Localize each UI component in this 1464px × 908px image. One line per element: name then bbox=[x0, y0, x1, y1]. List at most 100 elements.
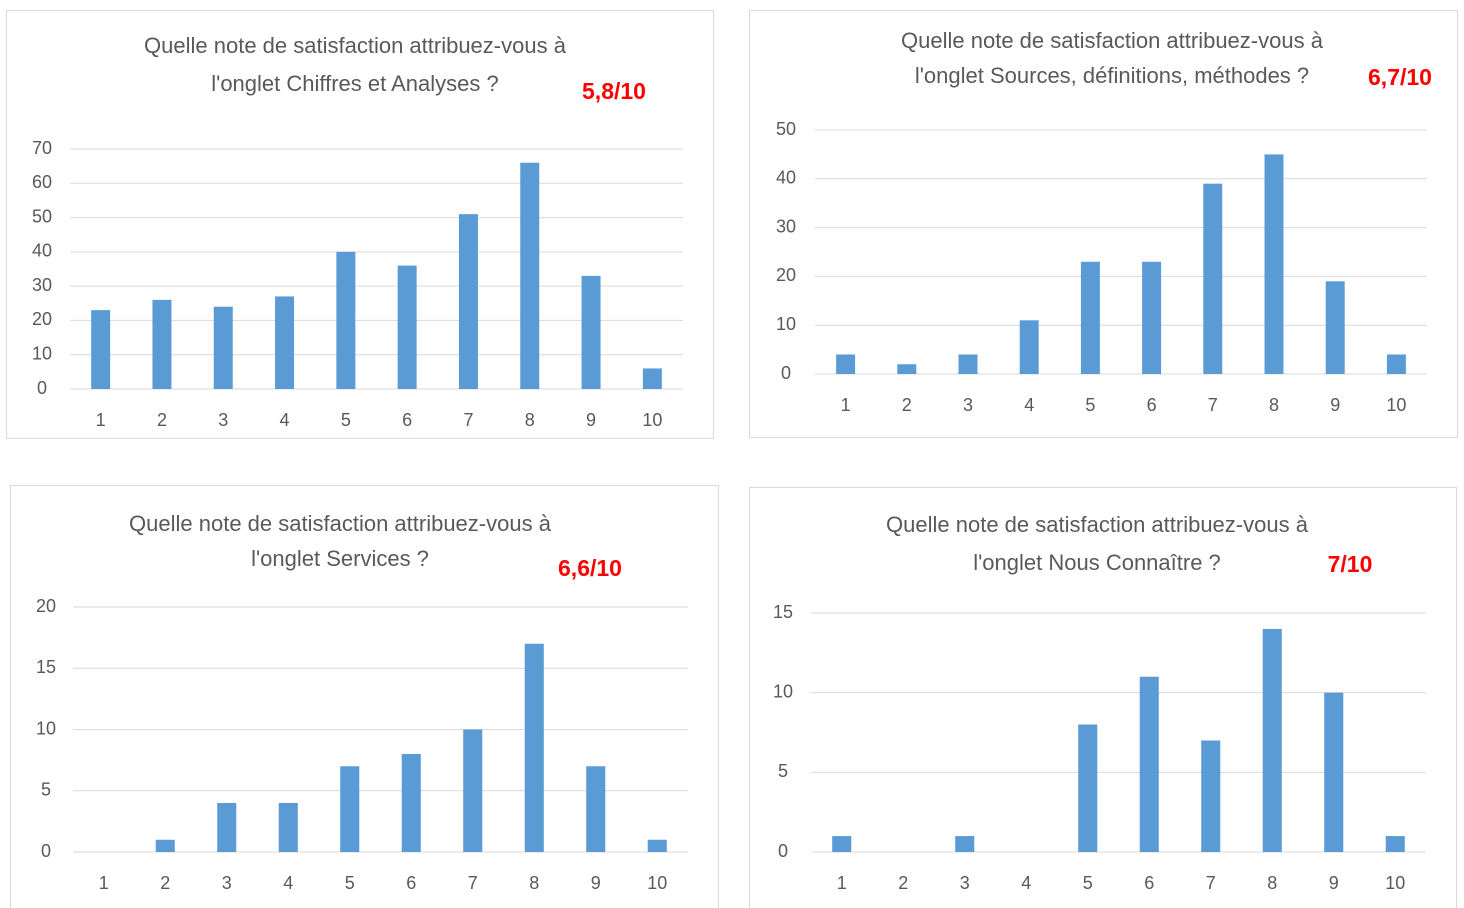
chart-title: Quelle note de satisfaction attribuez-vo… bbox=[144, 33, 567, 58]
bar bbox=[1264, 154, 1284, 374]
bar bbox=[91, 310, 111, 389]
x-tick-label: 4 bbox=[283, 873, 293, 893]
x-tick-label: 10 bbox=[1386, 395, 1406, 415]
x-tick-label: 4 bbox=[280, 410, 290, 430]
x-tick-label: 2 bbox=[160, 873, 170, 893]
bar bbox=[1019, 320, 1039, 374]
y-tick-label: 20 bbox=[32, 309, 52, 329]
bar bbox=[958, 354, 978, 374]
y-tick-label: 0 bbox=[37, 378, 47, 398]
bar bbox=[1142, 261, 1162, 374]
bar bbox=[586, 766, 606, 852]
bar bbox=[581, 275, 601, 389]
bar bbox=[1080, 261, 1100, 374]
bar bbox=[213, 306, 233, 389]
x-tick-label: 10 bbox=[1385, 873, 1405, 893]
x-tick-label: 2 bbox=[902, 395, 912, 415]
y-tick-label: 60 bbox=[32, 172, 52, 192]
x-tick-label: 8 bbox=[525, 410, 535, 430]
x-tick-label: 6 bbox=[402, 410, 412, 430]
x-tick-label: 8 bbox=[529, 873, 539, 893]
x-tick-label: 7 bbox=[468, 873, 478, 893]
bar bbox=[1385, 836, 1405, 852]
score-annotation: 5,8/10 bbox=[582, 78, 646, 104]
x-tick-label: 1 bbox=[96, 410, 106, 430]
y-tick-label: 10 bbox=[773, 681, 793, 701]
y-tick-label: 50 bbox=[776, 119, 796, 139]
bar bbox=[1262, 628, 1282, 852]
bar bbox=[336, 251, 356, 389]
y-tick-label: 0 bbox=[41, 841, 51, 861]
x-tick-label: 1 bbox=[99, 873, 109, 893]
chart-title: l'onglet Chiffres et Analyses ? bbox=[211, 71, 499, 96]
chart-title: l'onglet Nous Connaître ? bbox=[973, 550, 1221, 575]
x-tick-label: 2 bbox=[157, 410, 167, 430]
x-tick-label: 3 bbox=[218, 410, 228, 430]
x-tick-label: 5 bbox=[341, 410, 351, 430]
x-tick-label: 9 bbox=[1330, 395, 1340, 415]
x-tick-label: 2 bbox=[898, 873, 908, 893]
y-tick-label: 0 bbox=[781, 363, 791, 383]
chart-title: l'onglet Services ? bbox=[251, 546, 429, 571]
y-tick-label: 0 bbox=[778, 841, 788, 861]
bar bbox=[1203, 183, 1223, 374]
bar bbox=[463, 729, 483, 852]
bar bbox=[340, 766, 360, 852]
bar bbox=[1139, 676, 1159, 852]
x-tick-label: 9 bbox=[1329, 873, 1339, 893]
bar bbox=[955, 836, 975, 852]
chart-title: Quelle note de satisfaction attribuez-vo… bbox=[901, 28, 1324, 53]
x-tick-label: 5 bbox=[345, 873, 355, 893]
bar bbox=[401, 754, 421, 852]
x-tick-label: 3 bbox=[960, 873, 970, 893]
bar bbox=[397, 265, 417, 389]
x-tick-label: 6 bbox=[1147, 395, 1157, 415]
y-tick-label: 5 bbox=[41, 780, 51, 800]
bar bbox=[897, 364, 917, 374]
x-tick-label: 6 bbox=[1144, 873, 1154, 893]
y-tick-label: 40 bbox=[776, 168, 796, 188]
y-tick-label: 50 bbox=[32, 206, 52, 226]
bar bbox=[642, 368, 662, 389]
x-tick-label: 5 bbox=[1083, 873, 1093, 893]
bar bbox=[155, 839, 175, 852]
bar bbox=[278, 803, 298, 852]
x-tick-label: 8 bbox=[1269, 395, 1279, 415]
bar bbox=[524, 643, 544, 852]
x-tick-label: 3 bbox=[222, 873, 232, 893]
x-tick-label: 9 bbox=[591, 873, 601, 893]
bar bbox=[1325, 281, 1345, 374]
score-annotation: 6,6/10 bbox=[558, 555, 622, 581]
bar bbox=[1386, 354, 1406, 374]
x-tick-label: 3 bbox=[963, 395, 973, 415]
x-tick-label: 7 bbox=[463, 410, 473, 430]
x-tick-label: 6 bbox=[406, 873, 416, 893]
y-tick-label: 10 bbox=[36, 718, 56, 738]
bar bbox=[1078, 724, 1098, 852]
y-tick-label: 30 bbox=[776, 216, 796, 236]
x-tick-label: 8 bbox=[1267, 873, 1277, 893]
bar bbox=[520, 162, 540, 389]
x-tick-label: 7 bbox=[1208, 395, 1218, 415]
x-tick-label: 1 bbox=[837, 873, 847, 893]
chart-title: Quelle note de satisfaction attribuez-vo… bbox=[129, 511, 552, 536]
x-tick-label: 7 bbox=[1206, 873, 1216, 893]
bar bbox=[1324, 692, 1344, 852]
bar bbox=[217, 803, 237, 852]
y-tick-label: 15 bbox=[36, 657, 56, 677]
bar bbox=[275, 296, 295, 389]
y-tick-label: 10 bbox=[32, 343, 52, 363]
score-annotation: 7/10 bbox=[1328, 551, 1373, 577]
x-tick-label: 1 bbox=[841, 395, 851, 415]
bar bbox=[647, 839, 667, 852]
bar bbox=[832, 836, 852, 852]
x-tick-label: 9 bbox=[586, 410, 596, 430]
bar bbox=[152, 299, 172, 389]
x-tick-label: 10 bbox=[642, 410, 662, 430]
x-tick-label: 10 bbox=[647, 873, 667, 893]
y-tick-label: 5 bbox=[778, 761, 788, 781]
bar bbox=[836, 354, 856, 374]
y-tick-label: 30 bbox=[32, 275, 52, 295]
x-tick-label: 4 bbox=[1021, 873, 1031, 893]
